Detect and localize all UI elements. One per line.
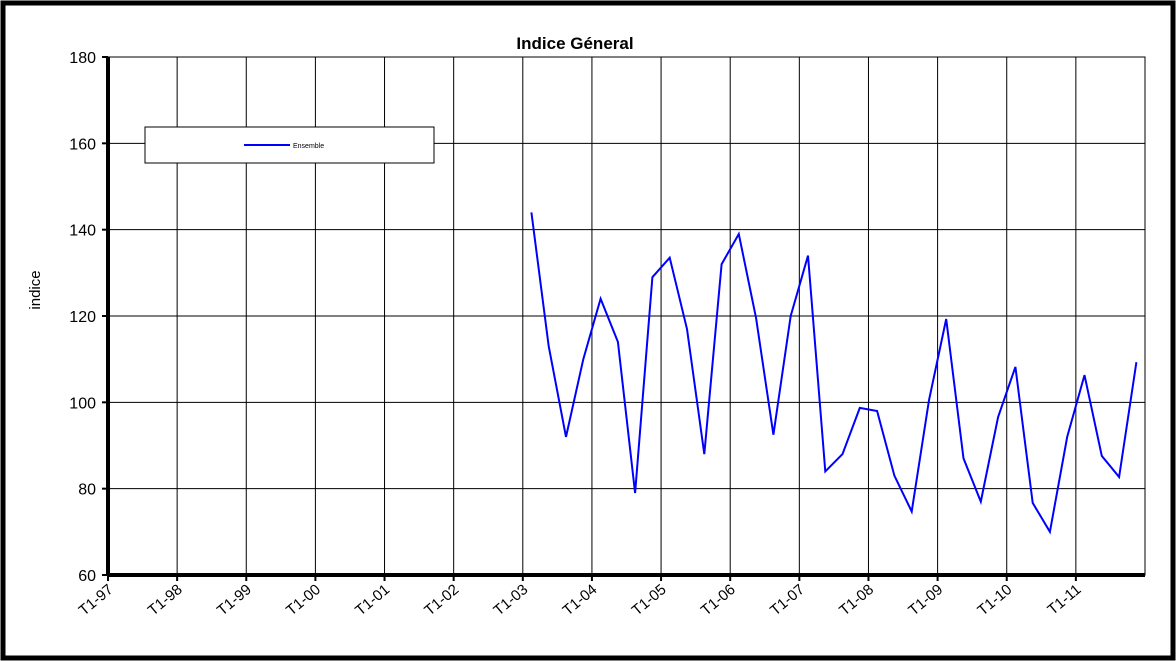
series-line	[530, 212, 1138, 535]
y-tick-label: 180	[69, 50, 96, 67]
y-tick-label: 100	[69, 395, 96, 412]
y-tick-label: 60	[78, 568, 96, 585]
chart-title: Indice Géneral	[516, 34, 633, 53]
y-tick-label: 140	[69, 223, 96, 240]
y-axis-label: indice	[27, 270, 44, 309]
y-tick-label: 120	[69, 309, 96, 326]
y-tick-label: 80	[78, 482, 96, 499]
y-tick-label: 160	[69, 136, 96, 153]
legend-label: Ensemble	[293, 143, 324, 150]
